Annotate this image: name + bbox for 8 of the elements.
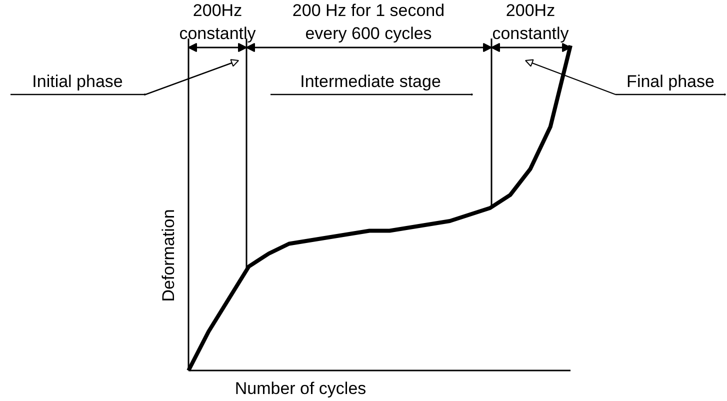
text: 200Hz constantly [179,1,256,43]
x-axis-title: Number of cycles [234,379,366,398]
text: Final phase [626,72,714,91]
y-axis-title: Deformation [159,209,178,302]
annotation: Intermediate stage [300,72,441,91]
text: 200Hz constantly [492,1,570,43]
text: 200 Hz for 1 second every 600 cycles [292,1,445,43]
text: Initial phase [32,72,123,91]
